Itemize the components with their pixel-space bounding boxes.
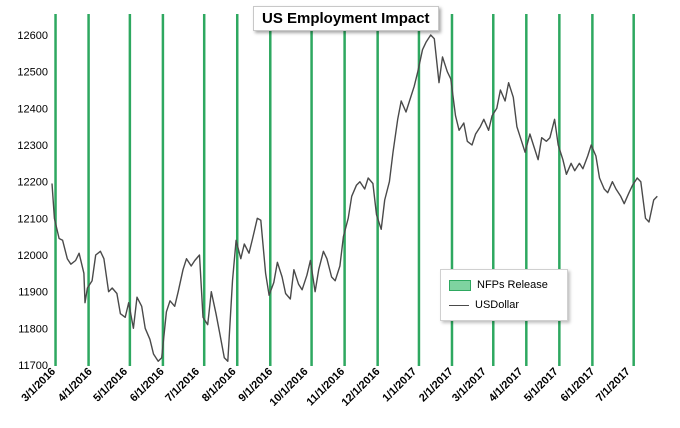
x-tick-label: 3/1/2017 <box>450 366 489 405</box>
y-tick-label: 12300 <box>17 140 48 152</box>
legend-swatch-nfp <box>449 279 471 291</box>
x-tick-label: 4/1/2016 <box>56 366 95 405</box>
legend: NFPs Release USDollar <box>440 269 568 321</box>
x-tick-label: 10/1/2016 <box>268 366 311 409</box>
legend-label-usdollar: USDollar <box>475 299 520 311</box>
y-axis: 11700 11800 11900 12000 12100 12200 12300 12400… <box>17 30 48 372</box>
series-line-usdollar <box>51 34 658 362</box>
y-tick-label: 12400 <box>17 103 48 115</box>
x-tick-label: 4/1/2017 <box>487 366 526 405</box>
legend-item-nfp: NFPs Release <box>449 278 548 292</box>
x-tick-label: 5/1/2017 <box>522 366 561 405</box>
y-tick-label: 11800 <box>18 323 48 335</box>
x-tick-label: 12/1/2016 <box>340 366 383 409</box>
y-tick-label: 12100 <box>17 213 48 225</box>
y-tick-label: 12500 <box>17 67 48 79</box>
x-axis: 3/1/20164/1/20165/1/20166/1/20167/1/2016… <box>19 366 632 409</box>
legend-swatch-usdollar <box>449 304 469 306</box>
y-tick-label: 11900 <box>18 287 48 299</box>
y-tick-label: 12200 <box>17 177 48 189</box>
x-tick-label: 2/1/2017 <box>417 366 456 405</box>
legend-label-nfp: NFPs Release <box>477 279 548 291</box>
y-tick-label: 12000 <box>17 250 48 262</box>
x-tick-label: 7/1/2016 <box>163 366 202 405</box>
x-tick-label: 5/1/2016 <box>91 366 130 405</box>
series-layer <box>51 34 658 362</box>
x-tick-label: 1/1/2017 <box>380 366 419 405</box>
x-tick-label: 6/1/2016 <box>128 366 167 405</box>
y-tick-label: 12600 <box>17 30 48 42</box>
legend-item-usdollar: USDollar <box>449 298 519 312</box>
x-tick-label: 8/1/2016 <box>200 366 239 405</box>
chart-title: US Employment Impact <box>253 6 439 31</box>
y-tick-label: 11700 <box>18 360 48 372</box>
x-tick-label: 7/1/2017 <box>594 366 633 405</box>
x-tick-label: 6/1/2017 <box>559 366 598 405</box>
